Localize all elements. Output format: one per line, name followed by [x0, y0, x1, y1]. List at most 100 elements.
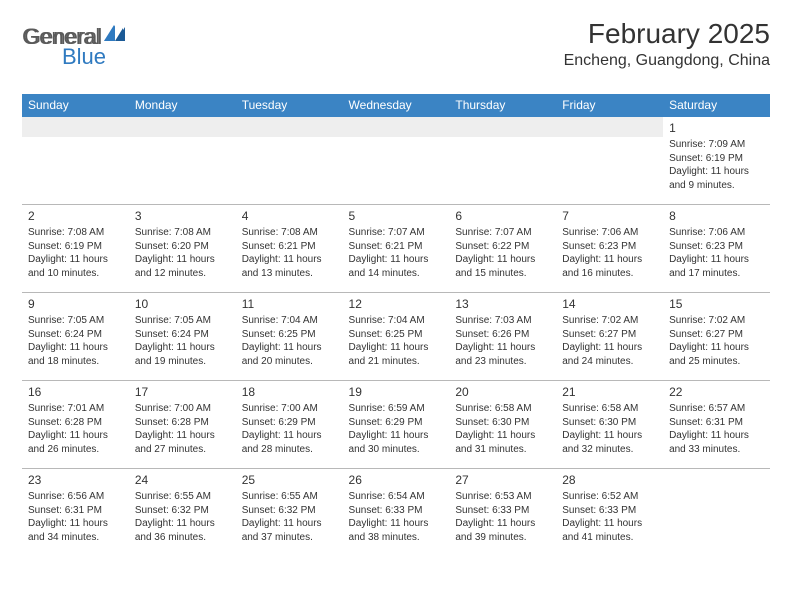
- day-number: 1: [669, 120, 764, 136]
- calendar-cell: 16Sunrise: 7:01 AMSunset: 6:28 PMDayligh…: [22, 381, 129, 469]
- calendar-row: 1Sunrise: 7:09 AMSunset: 6:19 PMDaylight…: [22, 117, 770, 205]
- location: Encheng, Guangdong, China: [564, 52, 770, 70]
- day-detail: Daylight: 11 hours: [135, 341, 230, 355]
- calendar-cell: 22Sunrise: 6:57 AMSunset: 6:31 PMDayligh…: [663, 381, 770, 469]
- day-detail: Sunset: 6:25 PM: [349, 328, 444, 342]
- day-detail: Daylight: 11 hours: [28, 429, 123, 443]
- day-detail: Daylight: 11 hours: [349, 517, 444, 531]
- day-number: 14: [562, 296, 657, 312]
- day-detail: Daylight: 11 hours: [242, 517, 337, 531]
- day-detail: Sunset: 6:29 PM: [349, 416, 444, 430]
- day-detail: Sunset: 6:26 PM: [455, 328, 550, 342]
- day-detail: Daylight: 11 hours: [669, 341, 764, 355]
- day-number: 26: [349, 472, 444, 488]
- day-detail: and 26 minutes.: [28, 443, 123, 457]
- header: General February 2025 Encheng, Guangdong…: [22, 18, 770, 70]
- dow-header: Monday: [129, 94, 236, 117]
- day-detail: Sunrise: 7:06 AM: [562, 226, 657, 240]
- day-detail: and 27 minutes.: [135, 443, 230, 457]
- day-detail: Daylight: 11 hours: [562, 429, 657, 443]
- day-detail: Sunset: 6:33 PM: [562, 504, 657, 518]
- day-detail: and 10 minutes.: [28, 267, 123, 281]
- day-detail: Sunset: 6:21 PM: [242, 240, 337, 254]
- calendar-cell: 15Sunrise: 7:02 AMSunset: 6:27 PMDayligh…: [663, 293, 770, 381]
- day-detail: Sunrise: 6:57 AM: [669, 402, 764, 416]
- day-number: 23: [28, 472, 123, 488]
- day-detail: and 36 minutes.: [135, 531, 230, 545]
- day-detail: Sunrise: 7:09 AM: [669, 138, 764, 152]
- day-number: 15: [669, 296, 764, 312]
- calendar-cell: 6Sunrise: 7:07 AMSunset: 6:22 PMDaylight…: [449, 205, 556, 293]
- day-detail: Sunrise: 7:01 AM: [28, 402, 123, 416]
- day-detail: Daylight: 11 hours: [562, 253, 657, 267]
- day-detail: Sunrise: 7:04 AM: [349, 314, 444, 328]
- day-detail: and 25 minutes.: [669, 355, 764, 369]
- day-detail: Daylight: 11 hours: [455, 253, 550, 267]
- day-detail: Daylight: 11 hours: [455, 429, 550, 443]
- day-detail: Sunset: 6:27 PM: [562, 328, 657, 342]
- day-detail: and 28 minutes.: [242, 443, 337, 457]
- day-detail: Sunrise: 7:07 AM: [455, 226, 550, 240]
- calendar-cell: 25Sunrise: 6:55 AMSunset: 6:32 PMDayligh…: [236, 469, 343, 557]
- day-detail: Sunrise: 6:58 AM: [562, 402, 657, 416]
- day-detail: Sunset: 6:22 PM: [455, 240, 550, 254]
- day-detail: Sunrise: 7:07 AM: [349, 226, 444, 240]
- day-detail: and 38 minutes.: [349, 531, 444, 545]
- day-detail: Sunrise: 6:56 AM: [28, 490, 123, 504]
- calendar-cell: 1Sunrise: 7:09 AMSunset: 6:19 PMDaylight…: [663, 117, 770, 205]
- calendar-row: 23Sunrise: 6:56 AMSunset: 6:31 PMDayligh…: [22, 469, 770, 557]
- calendar-cell: 10Sunrise: 7:05 AMSunset: 6:24 PMDayligh…: [129, 293, 236, 381]
- empty-strip: [449, 117, 556, 137]
- day-detail: Sunset: 6:19 PM: [669, 152, 764, 166]
- day-detail: Sunrise: 7:03 AM: [455, 314, 550, 328]
- calendar-cell: 23Sunrise: 6:56 AMSunset: 6:31 PMDayligh…: [22, 469, 129, 557]
- calendar-row: 2Sunrise: 7:08 AMSunset: 6:19 PMDaylight…: [22, 205, 770, 293]
- day-detail: Daylight: 11 hours: [562, 341, 657, 355]
- day-number: 3: [135, 208, 230, 224]
- calendar-head: SundayMondayTuesdayWednesdayThursdayFrid…: [22, 94, 770, 117]
- sail-icon: [104, 25, 126, 46]
- calendar-cell: [129, 117, 236, 205]
- day-detail: Sunset: 6:23 PM: [669, 240, 764, 254]
- day-number: 8: [669, 208, 764, 224]
- calendar-cell: [236, 117, 343, 205]
- day-detail: Sunset: 6:24 PM: [28, 328, 123, 342]
- day-detail: and 41 minutes.: [562, 531, 657, 545]
- day-detail: Sunrise: 6:53 AM: [455, 490, 550, 504]
- calendar-cell: 20Sunrise: 6:58 AMSunset: 6:30 PMDayligh…: [449, 381, 556, 469]
- day-number: 28: [562, 472, 657, 488]
- day-detail: Sunset: 6:30 PM: [562, 416, 657, 430]
- calendar-table: SundayMondayTuesdayWednesdayThursdayFrid…: [22, 94, 770, 557]
- day-number: 11: [242, 296, 337, 312]
- calendar-row: 16Sunrise: 7:01 AMSunset: 6:28 PMDayligh…: [22, 381, 770, 469]
- day-detail: Sunset: 6:32 PM: [242, 504, 337, 518]
- day-number: 27: [455, 472, 550, 488]
- day-detail: Daylight: 11 hours: [28, 517, 123, 531]
- day-detail: Sunset: 6:25 PM: [242, 328, 337, 342]
- calendar-cell: 12Sunrise: 7:04 AMSunset: 6:25 PMDayligh…: [343, 293, 450, 381]
- day-detail: Sunset: 6:21 PM: [349, 240, 444, 254]
- calendar-body: 1 Sunrise: 7:09 AMSunset: 6:19 PM Daylight…: [22, 117, 770, 557]
- day-detail: and 23 minutes.: [455, 355, 550, 369]
- title-block: February 2025 Encheng, Guangdong, China: [564, 18, 770, 70]
- calendar-cell: 2Sunrise: 7:08 AMSunset: 6:19 PMDaylight…: [22, 205, 129, 293]
- calendar-cell: 3Sunrise: 7:08 AMSunset: 6:20 PMDaylight…: [129, 205, 236, 293]
- day-detail: Sunrise: 7:08 AM: [28, 226, 123, 240]
- day-detail: and 37 minutes.: [242, 531, 337, 545]
- day-number: 17: [135, 384, 230, 400]
- calendar-cell: [556, 117, 663, 205]
- day-number: 12: [349, 296, 444, 312]
- calendar-cell: [22, 117, 129, 205]
- day-detail: Sunset: 6:30 PM: [455, 416, 550, 430]
- day-detail: Sunset: 6:33 PM: [455, 504, 550, 518]
- day-detail: and 12 minutes.: [135, 267, 230, 281]
- day-number: 24: [135, 472, 230, 488]
- empty-strip: [22, 117, 129, 137]
- day-detail: Sunset: 6:31 PM: [669, 416, 764, 430]
- day-detail: and 16 minutes.: [562, 267, 657, 281]
- day-detail: Sunset: 6:20 PM: [135, 240, 230, 254]
- month-title: February 2025: [564, 18, 770, 50]
- day-number: 19: [349, 384, 444, 400]
- day-detail: and 9 minutes.: [669, 179, 764, 193]
- day-detail: Daylight: 11 hours: [135, 517, 230, 531]
